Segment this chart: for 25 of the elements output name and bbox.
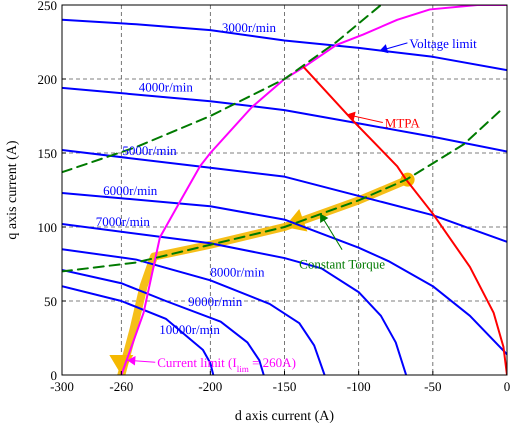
annotation: 9000r/min <box>188 294 243 309</box>
y-tick-label: 250 <box>38 0 57 13</box>
y-axis-title: q axis current (A) <box>5 140 20 240</box>
line-series <box>62 18 507 72</box>
annotation: 8000r/min <box>210 264 265 280</box>
x-tick-label: 0 <box>504 379 510 394</box>
y-tick-label: 50 <box>44 294 57 309</box>
x-tick-label: -100 <box>346 379 371 394</box>
x-tick-label: -50 <box>424 379 442 394</box>
y-tick-label: 200 <box>38 72 57 87</box>
line-series <box>62 268 265 375</box>
x-axis-title: d axis current (A) <box>234 409 334 424</box>
annotation: 3000r/min <box>222 20 276 36</box>
y-tick-label: 100 <box>38 220 57 235</box>
y-tick-label: 150 <box>38 146 57 161</box>
annotation: 6000r/min <box>103 182 158 198</box>
x-tick-label: -150 <box>272 379 296 394</box>
annotation: 7000r/min <box>96 214 150 229</box>
annotation: MTPA <box>384 116 420 131</box>
annotation: 4000r/min <box>138 79 194 94</box>
x-tick-label: -260 <box>109 379 134 394</box>
annotation: Voltage limit <box>409 36 478 51</box>
annotation: 5000r/min <box>122 142 178 158</box>
x-tick-label: -200 <box>198 379 222 394</box>
line-series <box>62 5 382 174</box>
